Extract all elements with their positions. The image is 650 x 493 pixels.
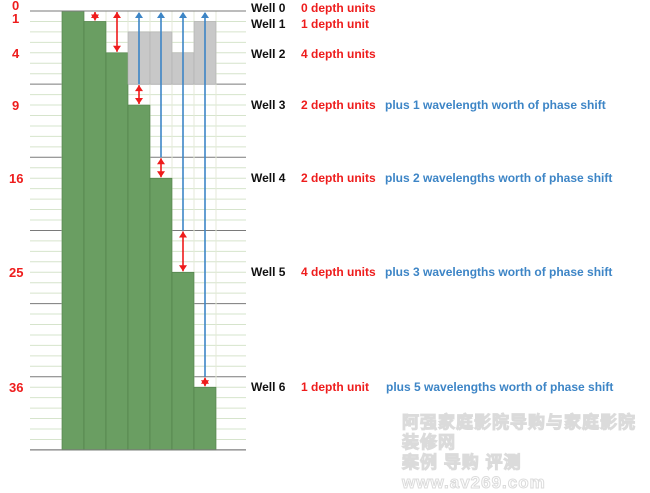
depth-units-text: 1 depth unit [301, 380, 369, 395]
phase-shift-text: plus 5 wavelengths worth of phase shift [386, 380, 614, 395]
depth-arrow-head-down [135, 98, 143, 105]
phase-shift-text: plus 1 wavelength worth of phase shift [385, 98, 606, 113]
depth-units-text: 2 depth units [301, 171, 376, 186]
phase-arrow-head [201, 12, 209, 18]
well-name: Well 2 [251, 46, 286, 61]
well-name: Well 4 [251, 171, 286, 186]
phase-shift-text: plus 3 wavelengths worth of phase shift [385, 265, 613, 280]
phase-arrow-head [135, 12, 143, 18]
well-bar [193, 386, 217, 451]
phase-arrow-head [157, 12, 165, 18]
phase-arrow-head [179, 12, 187, 18]
depth-axis-label: 36 [9, 380, 24, 396]
well-bar [105, 52, 129, 451]
watermark: 阿强家庭影院导购与家庭影院装修网 案例 导购 评测 www.av269.com [402, 413, 650, 493]
depth-arrow-head-down [157, 171, 165, 178]
well-bar [127, 104, 151, 451]
depth-axis-label: 25 [9, 265, 24, 281]
watermark-line: 案例 导购 评测 www.av269.com [402, 453, 546, 493]
well-name: Well 5 [251, 265, 286, 280]
depth-axis-label: 16 [9, 171, 24, 187]
depth-units-text: 2 depth units [301, 98, 376, 113]
depth-arrow-head-up [157, 158, 165, 165]
depth-axis-label: 0 [12, 0, 20, 13]
depth-arrow-head-up [113, 12, 121, 18]
well-bar [61, 10, 85, 451]
well-name: Well 3 [251, 98, 286, 113]
depth-arrow-head-down [113, 45, 121, 52]
depth-axis-label: 1 [12, 11, 20, 26]
depth-arrow-head-down [179, 265, 187, 272]
depth-units-text: 0 depth units [301, 1, 376, 15]
phase-shift-text: plus 2 wavelengths worth of phase shift [385, 171, 613, 186]
well-name: Well 0 [251, 1, 286, 15]
well-name: Well 6 [251, 380, 286, 395]
depth-arrow-head-down [201, 380, 209, 387]
depth-axis-label: 4 [12, 45, 20, 61]
depth-units-text: 4 depth units [301, 46, 376, 61]
depth-arrow-head-down [91, 14, 99, 21]
depth-units-text: 4 depth units [301, 265, 376, 280]
depth-units-text: 1 depth unit [301, 17, 369, 31]
watermark-line: 阿强家庭影院导购与家庭影院装修网 [402, 413, 636, 453]
depth-arrow-head-up [135, 85, 143, 92]
well-name: Well 1 [251, 17, 286, 31]
well-bar [171, 271, 195, 451]
depth-axis-label: 9 [12, 98, 20, 114]
depth-arrow-head-up [179, 231, 187, 238]
well-bar [83, 21, 107, 451]
well-bar [149, 177, 173, 451]
well-depth-diagram [30, 10, 246, 451]
